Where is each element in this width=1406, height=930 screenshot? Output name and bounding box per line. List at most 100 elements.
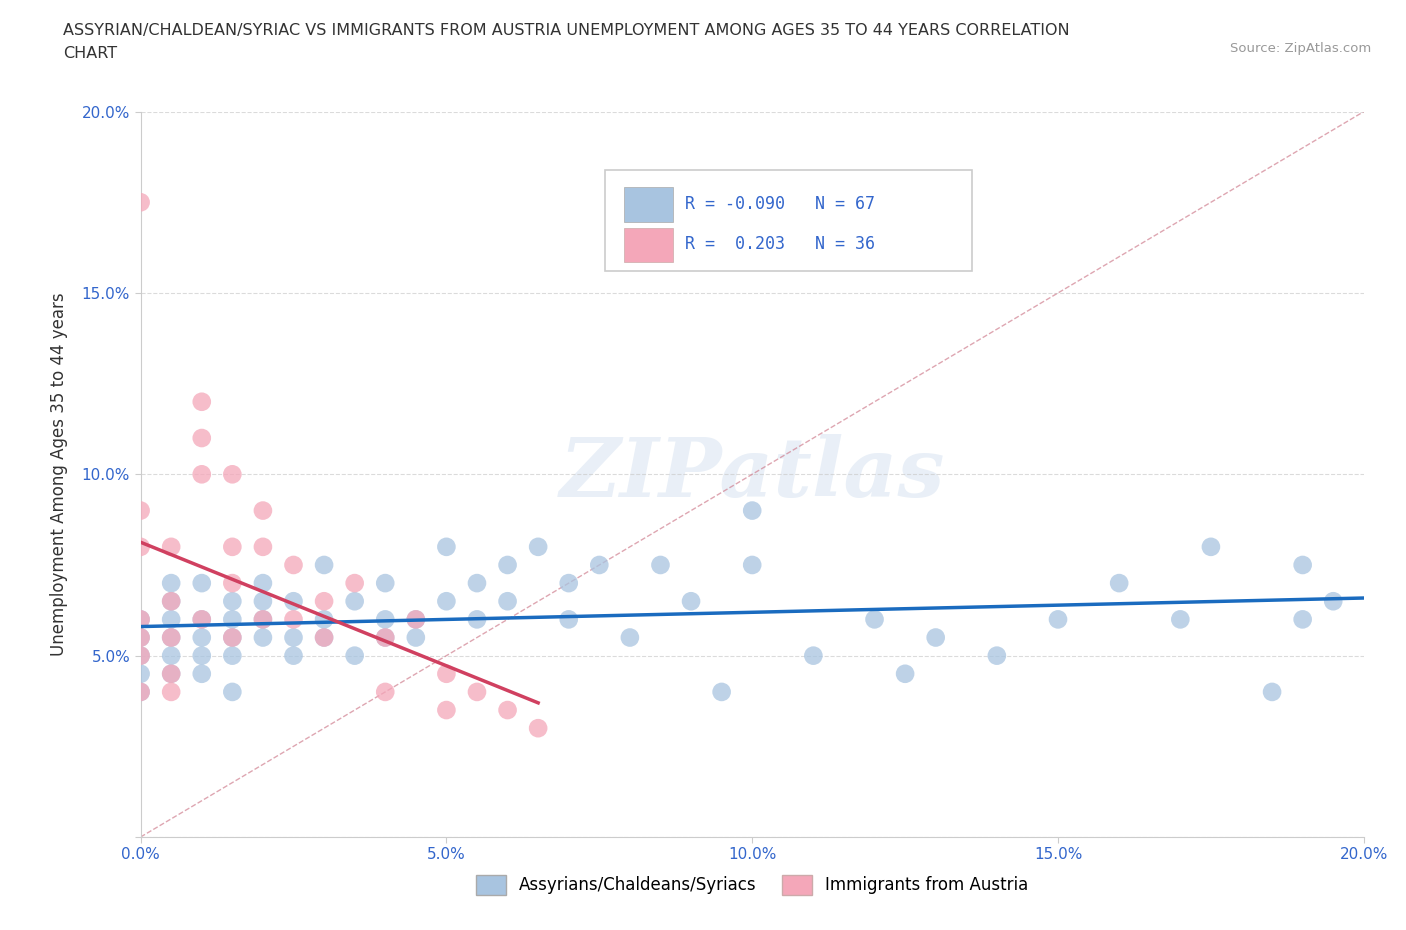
- Legend: Assyrians/Chaldeans/Syriacs, Immigrants from Austria: Assyrians/Chaldeans/Syriacs, Immigrants …: [470, 869, 1035, 901]
- Point: [160, 631, 183, 645]
- Point: [252, 612, 274, 627]
- Point: [221, 648, 243, 663]
- Point: [436, 667, 458, 682]
- Point: [374, 684, 396, 699]
- Point: [1170, 612, 1192, 627]
- Text: R = -0.090   N = 67: R = -0.090 N = 67: [685, 194, 875, 213]
- Point: [252, 631, 274, 645]
- Point: [1108, 576, 1130, 591]
- Point: [496, 703, 519, 718]
- Point: [129, 631, 152, 645]
- Point: [1322, 594, 1344, 609]
- FancyBboxPatch shape: [624, 187, 672, 222]
- Point: [221, 594, 243, 609]
- Point: [129, 631, 152, 645]
- Text: ASSYRIAN/CHALDEAN/SYRIAC VS IMMIGRANTS FROM AUSTRIA UNEMPLOYMENT AMONG AGES 35 T: ASSYRIAN/CHALDEAN/SYRIAC VS IMMIGRANTS F…: [63, 23, 1070, 38]
- Text: R =  0.203   N = 36: R = 0.203 N = 36: [685, 234, 875, 253]
- Point: [129, 612, 152, 627]
- Point: [803, 648, 825, 663]
- Point: [1261, 684, 1284, 699]
- Point: [312, 631, 335, 645]
- Point: [221, 576, 243, 591]
- Point: [160, 612, 183, 627]
- Point: [405, 612, 427, 627]
- Point: [405, 612, 427, 627]
- Point: [588, 558, 610, 573]
- Point: [343, 576, 366, 591]
- Point: [283, 558, 305, 573]
- Point: [283, 648, 305, 663]
- Point: [710, 684, 733, 699]
- Point: [252, 576, 274, 591]
- Point: [1291, 558, 1313, 573]
- Point: [558, 576, 581, 591]
- Point: [129, 195, 152, 210]
- Point: [925, 631, 948, 645]
- Point: [129, 667, 152, 682]
- Point: [191, 612, 214, 627]
- Point: [160, 594, 183, 609]
- Point: [741, 503, 763, 518]
- Point: [191, 648, 214, 663]
- Point: [283, 612, 305, 627]
- Text: ZIPatlas: ZIPatlas: [560, 434, 945, 514]
- Point: [312, 612, 335, 627]
- Point: [191, 667, 214, 682]
- Point: [221, 631, 243, 645]
- Point: [191, 394, 214, 409]
- Point: [221, 539, 243, 554]
- Point: [405, 631, 427, 645]
- Point: [436, 594, 458, 609]
- Point: [160, 684, 183, 699]
- FancyBboxPatch shape: [624, 228, 672, 262]
- Text: CHART: CHART: [63, 46, 117, 61]
- Point: [129, 648, 152, 663]
- Point: [221, 631, 243, 645]
- Point: [374, 576, 396, 591]
- Point: [191, 631, 214, 645]
- Point: [741, 558, 763, 573]
- Point: [343, 648, 366, 663]
- Y-axis label: Unemployment Among Ages 35 to 44 years: Unemployment Among Ages 35 to 44 years: [51, 293, 67, 656]
- Point: [160, 667, 183, 682]
- Point: [986, 648, 1008, 663]
- Point: [527, 721, 550, 736]
- Point: [558, 612, 581, 627]
- Point: [191, 431, 214, 445]
- Point: [191, 576, 214, 591]
- Point: [160, 576, 183, 591]
- Point: [129, 503, 152, 518]
- Point: [252, 612, 274, 627]
- Point: [191, 467, 214, 482]
- Point: [863, 612, 886, 627]
- Point: [160, 631, 183, 645]
- Point: [160, 648, 183, 663]
- Point: [343, 594, 366, 609]
- Point: [465, 684, 488, 699]
- Point: [129, 539, 152, 554]
- Point: [312, 558, 335, 573]
- FancyBboxPatch shape: [606, 169, 973, 272]
- Point: [129, 684, 152, 699]
- Point: [1199, 539, 1222, 554]
- Point: [436, 703, 458, 718]
- Point: [496, 594, 519, 609]
- Point: [312, 631, 335, 645]
- Point: [129, 648, 152, 663]
- Point: [129, 684, 152, 699]
- Point: [283, 631, 305, 645]
- Point: [619, 631, 641, 645]
- Point: [221, 467, 243, 482]
- Point: [252, 594, 274, 609]
- Point: [894, 667, 917, 682]
- Point: [283, 594, 305, 609]
- Point: [221, 612, 243, 627]
- Point: [465, 576, 488, 591]
- Point: [465, 612, 488, 627]
- Point: [650, 558, 672, 573]
- Point: [1046, 612, 1070, 627]
- Text: Source: ZipAtlas.com: Source: ZipAtlas.com: [1230, 42, 1371, 55]
- Point: [160, 594, 183, 609]
- Point: [129, 612, 152, 627]
- Point: [374, 631, 396, 645]
